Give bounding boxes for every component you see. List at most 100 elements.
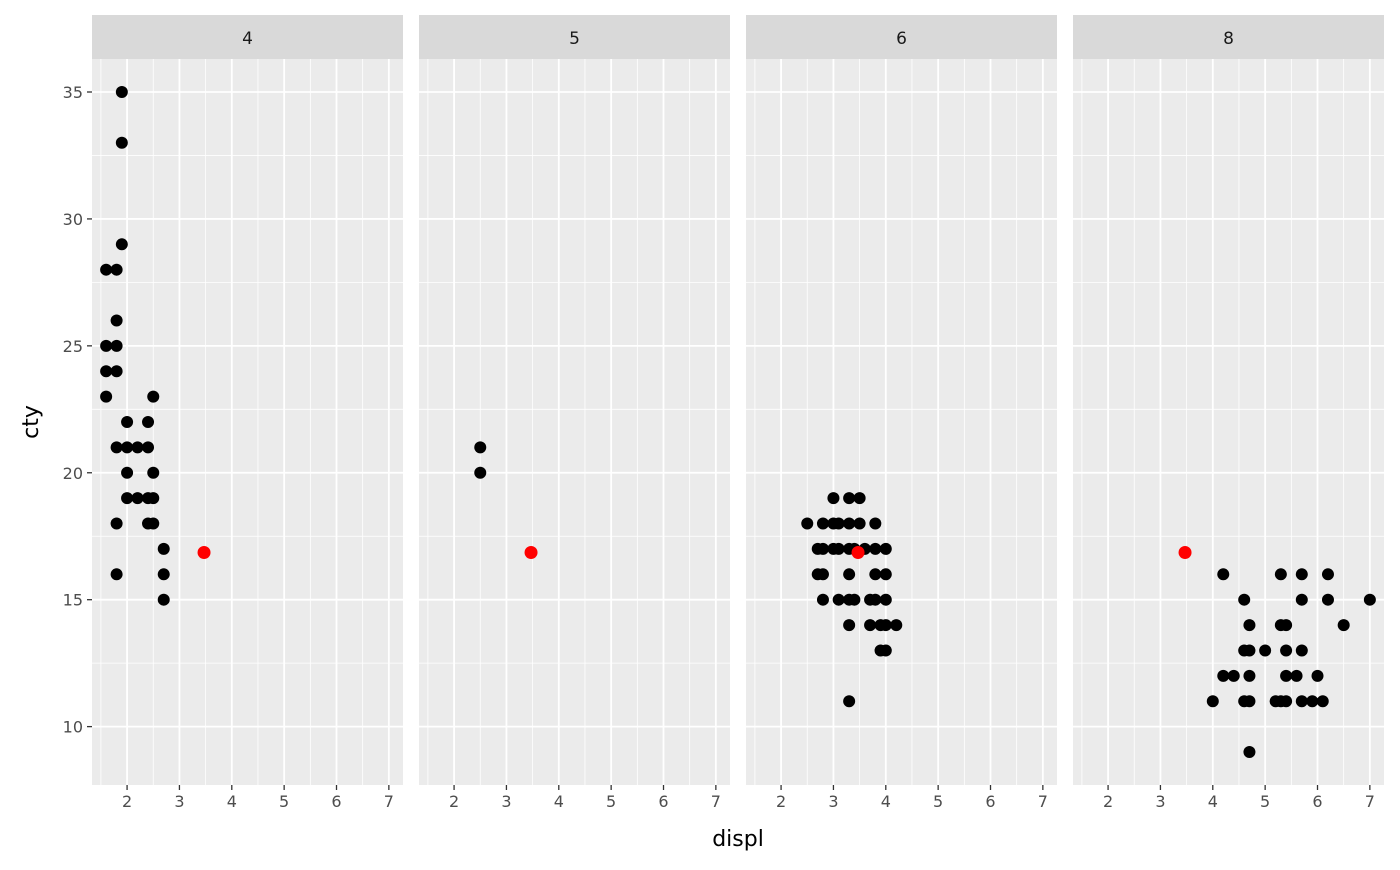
panel-background (1073, 59, 1384, 785)
data-point (843, 695, 856, 708)
data-point (879, 593, 892, 606)
x-tick-label: 7 (1038, 792, 1048, 811)
data-point (147, 466, 160, 479)
facet-strip-label: 4 (242, 29, 253, 49)
data-point (816, 568, 829, 581)
data-point (1227, 669, 1240, 682)
x-tick-label: 2 (449, 792, 459, 811)
x-tick-label: 3 (828, 792, 838, 811)
x-tick-label: 5 (1260, 792, 1270, 811)
data-point (1274, 568, 1287, 581)
data-point (869, 593, 882, 606)
data-point (1363, 593, 1376, 606)
data-point (843, 492, 856, 505)
highlight-point (197, 545, 211, 559)
y-tick-label: 35 (63, 83, 83, 102)
x-tick-label: 5 (606, 792, 616, 811)
data-point (843, 619, 856, 632)
data-point (1337, 619, 1350, 632)
data-point (1280, 695, 1293, 708)
data-point (1321, 568, 1334, 581)
data-point (1243, 669, 1256, 682)
x-tick-label: 2 (122, 792, 132, 811)
facet-strip-label: 8 (1223, 29, 1234, 49)
data-point (890, 619, 903, 632)
data-point (853, 517, 866, 530)
data-point (1295, 644, 1308, 657)
data-point (131, 441, 144, 454)
y-tick-label: 20 (63, 464, 83, 483)
data-point (843, 517, 856, 530)
x-tick-label: 4 (554, 792, 564, 811)
x-tick-label: 4 (881, 792, 891, 811)
data-point (1280, 669, 1293, 682)
data-point (1243, 746, 1256, 758)
facet-panel-8: 8 2 3 4 5 6 7 (1073, 15, 1384, 811)
data-point (1243, 695, 1256, 708)
y-tick-label: 30 (63, 210, 83, 229)
data-point (1238, 593, 1251, 606)
data-point (1321, 593, 1334, 606)
highlight-point (851, 545, 865, 559)
highlight-point (1178, 545, 1192, 559)
data-point (157, 593, 170, 606)
data-point (1295, 695, 1308, 708)
x-tick-label: 6 (1312, 792, 1322, 811)
x-tick-label: 2 (1103, 792, 1113, 811)
data-point (1316, 695, 1329, 708)
data-point (100, 339, 113, 352)
data-point (474, 466, 487, 479)
x-tick-label: 3 (174, 792, 184, 811)
data-point (121, 441, 134, 454)
y-tick-label: 15 (63, 591, 83, 610)
data-point (869, 517, 882, 530)
data-point (474, 441, 487, 454)
x-tick-label: 2 (776, 792, 786, 811)
data-point (1280, 619, 1293, 632)
facet-strip (92, 15, 403, 59)
data-point (832, 517, 845, 530)
highlight-point (524, 545, 538, 559)
data-point (879, 542, 892, 555)
facet-strip (419, 15, 730, 59)
data-point (869, 568, 882, 581)
data-point (100, 263, 113, 276)
data-point (1306, 695, 1319, 708)
x-tick-label: 4 (1208, 792, 1218, 811)
facet-strip-label: 5 (569, 29, 580, 49)
x-tick-label: 3 (1155, 792, 1165, 811)
data-point (864, 619, 877, 632)
data-point (110, 263, 123, 276)
data-point (1311, 669, 1324, 682)
data-point (110, 365, 123, 378)
data-point (147, 492, 160, 505)
data-point (832, 593, 845, 606)
data-point (147, 390, 160, 403)
facet-panel-6: 6 2 3 4 5 6 7 (746, 15, 1057, 811)
data-point (816, 542, 829, 555)
data-point (100, 365, 113, 378)
data-point (1280, 644, 1293, 657)
x-tick-label: 6 (985, 792, 995, 811)
x-tick-label: 7 (711, 792, 721, 811)
data-point (853, 492, 866, 505)
data-point (1295, 593, 1308, 606)
x-tick-label: 5 (279, 792, 289, 811)
facet-strip (746, 15, 1057, 59)
data-point (801, 517, 814, 530)
data-point (157, 542, 170, 555)
data-point (121, 416, 134, 428)
y-tick-label: 25 (63, 337, 83, 356)
facet-panel-5: 5 2 3 4 5 6 7 (419, 15, 730, 811)
data-point (110, 517, 123, 530)
data-point (157, 568, 170, 581)
data-point (879, 644, 892, 657)
data-point (1243, 644, 1256, 657)
data-point (827, 492, 840, 505)
facet-panel-4: 4 2 3 4 5 6 7 10 15 20 25 30 35 (63, 15, 403, 811)
data-point (121, 492, 134, 505)
data-point (848, 593, 861, 606)
panel-background (419, 59, 730, 785)
data-point (142, 441, 155, 454)
